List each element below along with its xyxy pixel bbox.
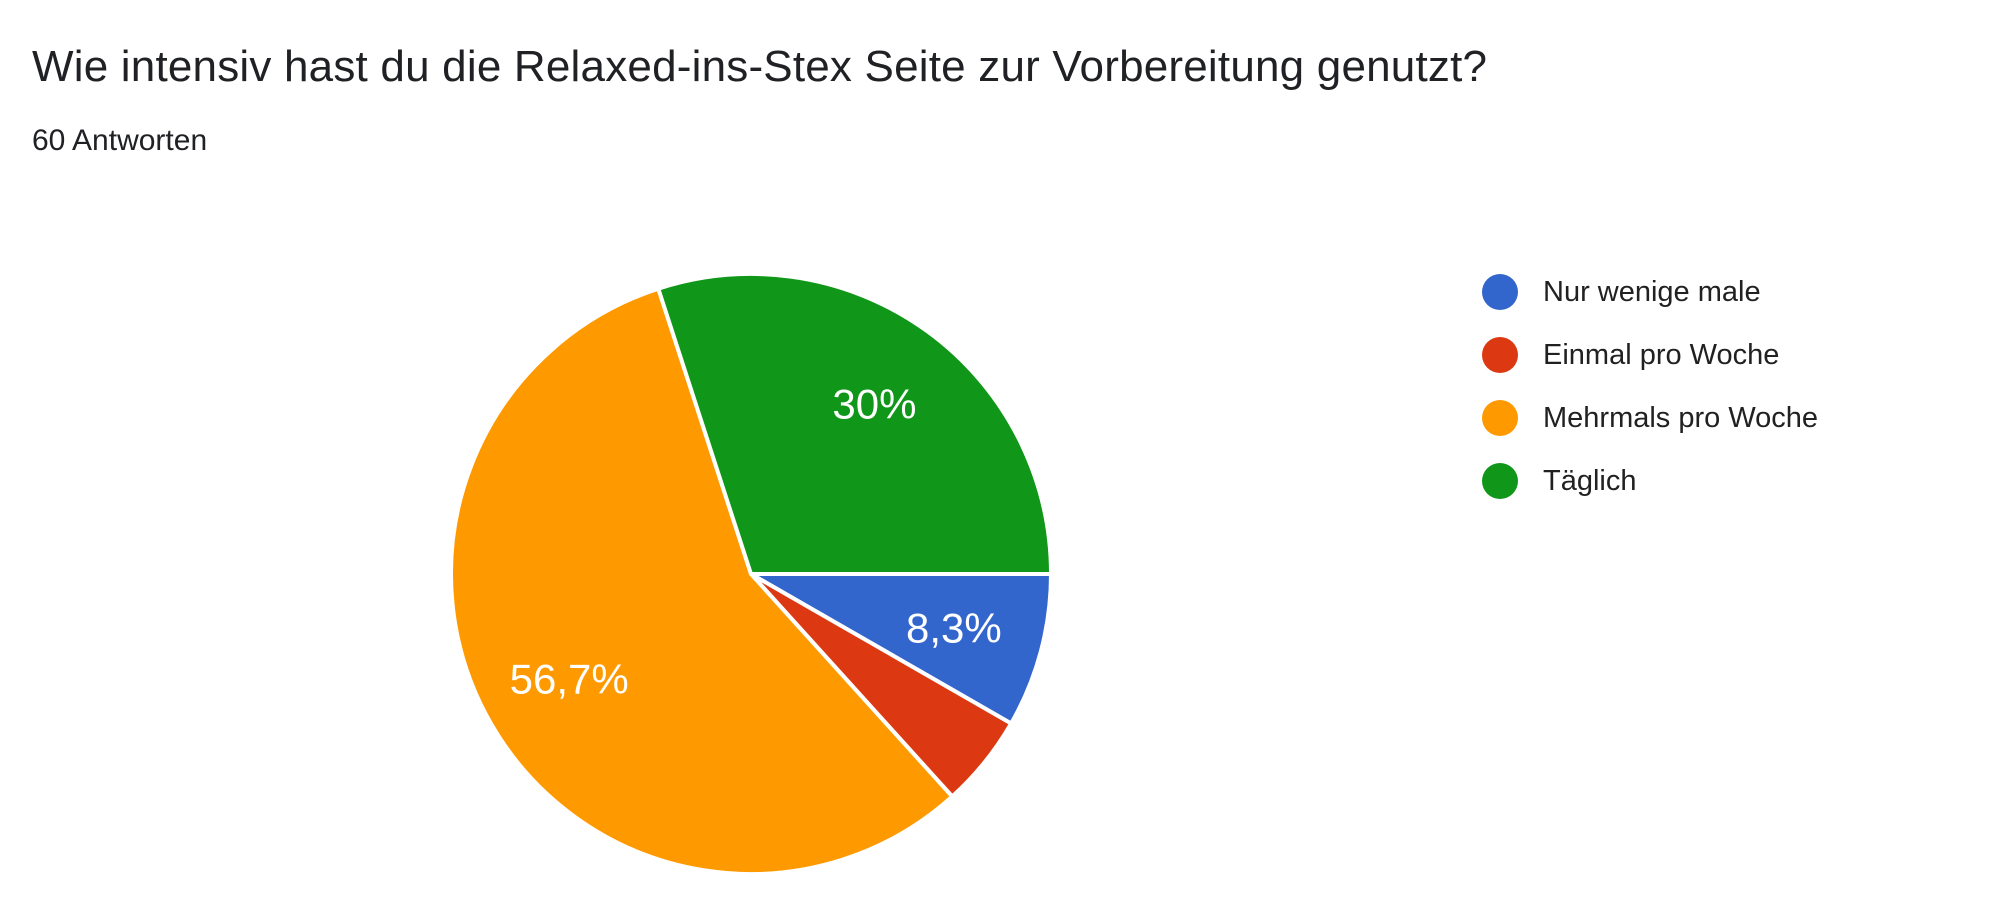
legend-swatch-icon xyxy=(1482,463,1518,499)
pie-chart: 8,3% 56,7% 30% xyxy=(449,272,1053,876)
slice-value-label: 30% xyxy=(832,381,916,428)
legend-swatch-icon xyxy=(1482,337,1518,373)
legend-item: Einmal pro Woche xyxy=(1482,337,1818,373)
legend-label: Nur wenige male xyxy=(1543,275,1761,308)
pie-slice-4[interactable] xyxy=(656,272,1053,576)
slice-value-label: 56,7% xyxy=(510,656,629,703)
legend-item: Nur wenige male xyxy=(1482,274,1818,310)
legend-item: Mehrmals pro Woche xyxy=(1482,400,1818,436)
response-count: 60 Antworten xyxy=(32,124,208,157)
pie-slice-3[interactable] xyxy=(449,286,955,876)
legend-label: Täglich xyxy=(1543,464,1637,497)
legend-item: Täglich xyxy=(1482,463,1818,499)
legend-label: Einmal pro Woche xyxy=(1543,338,1780,371)
pie-slice-1[interactable] xyxy=(749,572,1053,726)
slice-value-label: 8,3% xyxy=(906,605,1002,652)
chart-legend: Nur wenige male Einmal pro Woche Mehrmals … xyxy=(1482,274,1818,526)
legend-swatch-icon xyxy=(1482,400,1518,436)
pie-chart-area: 8,3% 56,7% 30% xyxy=(430,260,1072,898)
question-title: Wie intensiv hast du die Relaxed-ins-Ste… xyxy=(32,42,1488,91)
legend-label: Mehrmals pro Woche xyxy=(1543,401,1819,434)
legend-swatch-icon xyxy=(1482,274,1518,310)
